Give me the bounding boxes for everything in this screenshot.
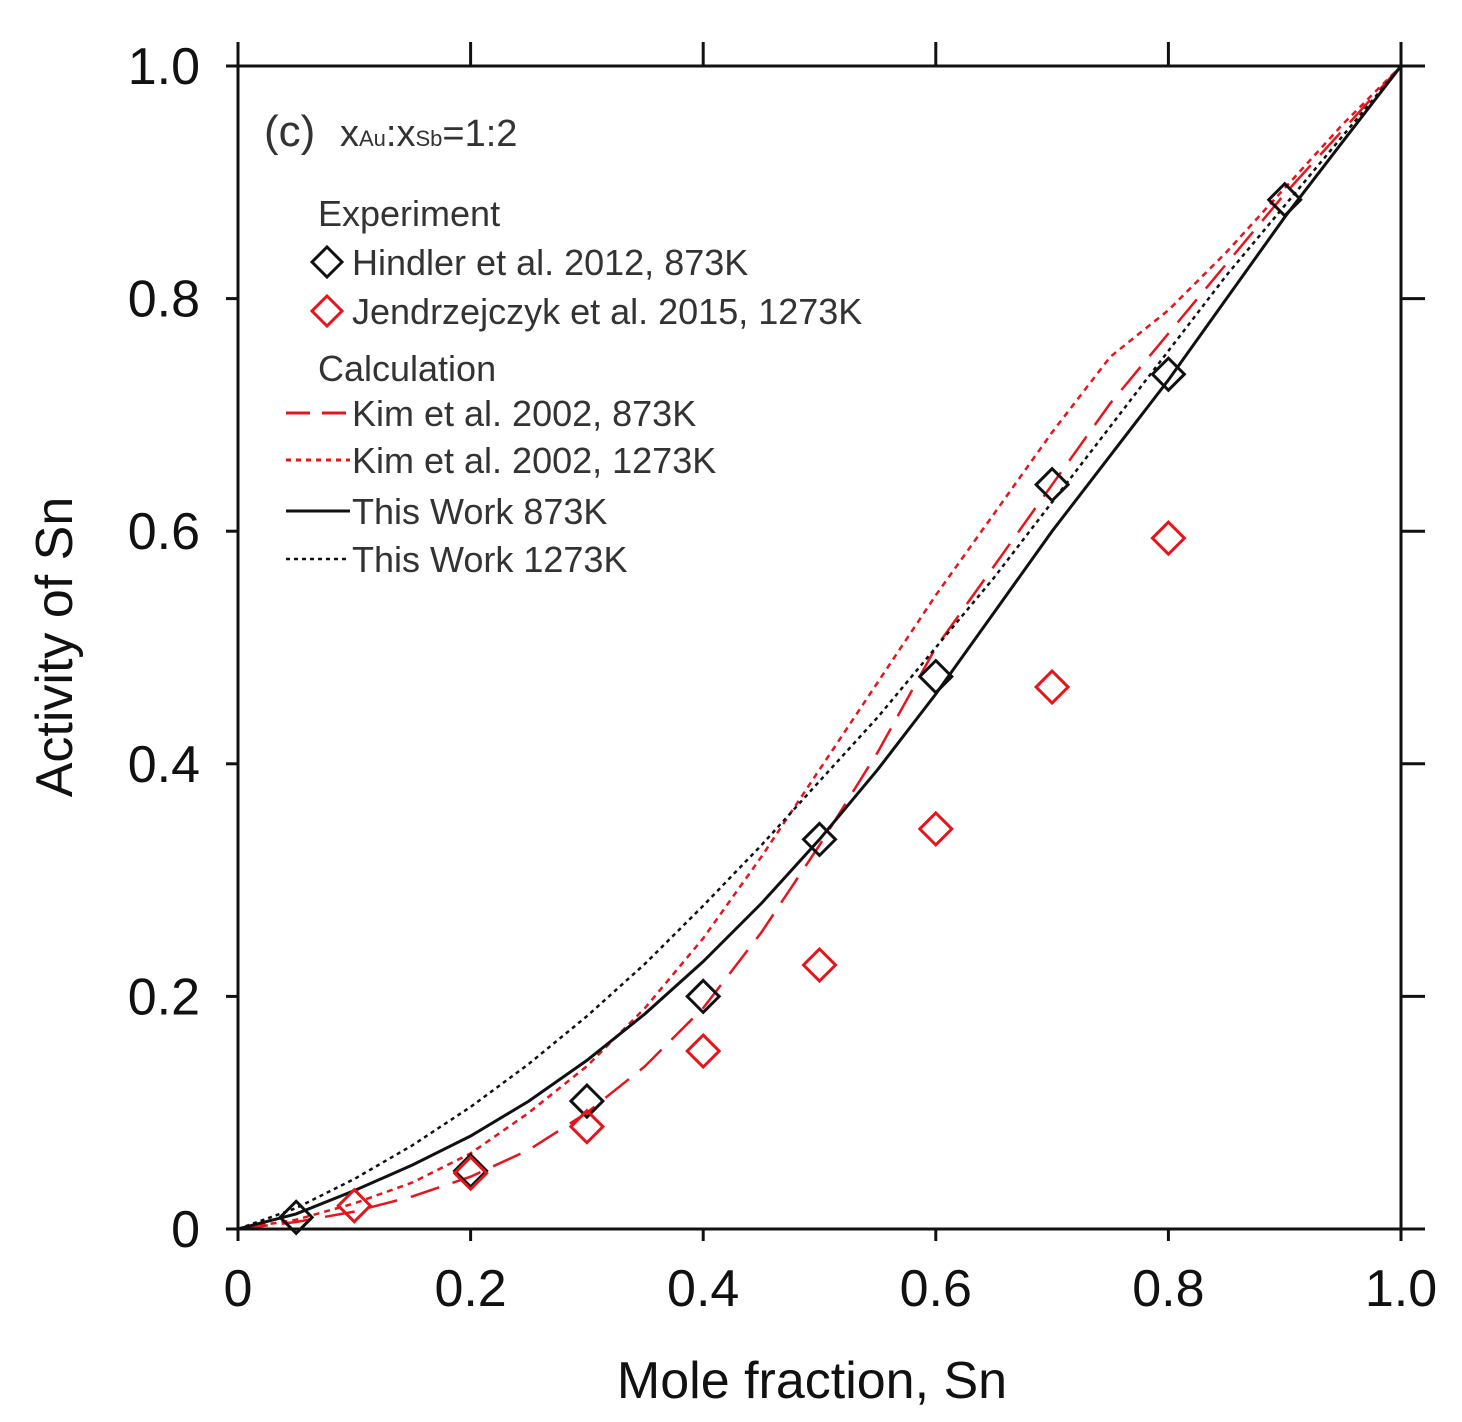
x-tick-label-5: 1.0 bbox=[1365, 1260, 1437, 1318]
legend: Experiment Hindler et al. 2012, 873K Jen… bbox=[286, 193, 862, 580]
composition-sub-sb: Sb bbox=[415, 126, 442, 151]
y-tick-label-0: 0 bbox=[171, 1201, 200, 1259]
point-jendrzejczyk-et-al-2015-1273k-4 bbox=[801, 946, 838, 984]
legend-label-hindler: Hindler et al. 2012, 873K bbox=[352, 242, 748, 283]
point-hindler-et-al-2012-873k-5 bbox=[917, 658, 954, 695]
point-hindler-et-al-2012-873k-4 bbox=[801, 821, 838, 858]
x-tick-label-3: 0.6 bbox=[900, 1260, 972, 1318]
legend-label-kim-873: Kim et al. 2002, 873K bbox=[352, 393, 696, 434]
legend-label-kim-1273: Kim et al. 2002, 1273K bbox=[352, 440, 716, 481]
x-tick-label-1: 0.2 bbox=[434, 1260, 506, 1318]
legend-marker-hindler bbox=[309, 244, 345, 280]
point-hindler-et-al-2012-873k-8 bbox=[1266, 181, 1303, 218]
legend-label-jendrzejczyk: Jendrzejczyk et al. 2015, 1273K bbox=[352, 291, 862, 332]
x-tick-label-0: 0 bbox=[224, 1260, 253, 1318]
point-jendrzejczyk-et-al-2015-1273k-7 bbox=[1150, 520, 1187, 557]
series-line-this-work-873k bbox=[237, 65, 1403, 1231]
x-tick-label-4: 0.8 bbox=[1132, 1260, 1204, 1318]
y-tick-label-1: 0.2 bbox=[128, 968, 200, 1026]
point-jendrzejczyk-et-al-2015-1273k-3 bbox=[685, 1032, 722, 1070]
series-line-kim-et-al-2002-873k bbox=[237, 65, 1402, 1231]
legend-label-this-work-1273: This Work 1273K bbox=[352, 539, 627, 580]
y-tick-label-2: 0.4 bbox=[128, 736, 200, 794]
series-layer bbox=[237, 65, 1403, 1236]
composition-prefix: x bbox=[340, 113, 359, 155]
x-tick-label-2: 0.4 bbox=[667, 1260, 739, 1318]
series-line-kim-et-al-2002-1273k bbox=[237, 65, 1402, 1231]
legend-label-this-work-873: This Work 873K bbox=[352, 491, 607, 532]
point-hindler-et-al-2012-873k-1 bbox=[452, 1152, 489, 1189]
point-hindler-et-al-2012-873k-3 bbox=[685, 978, 722, 1015]
plot-frame bbox=[236, 64, 1403, 1231]
point-jendrzejczyk-et-al-2015-1273k-5 bbox=[917, 810, 954, 848]
point-jendrzejczyk-et-al-2015-1273k-0 bbox=[336, 1187, 373, 1224]
legend-heading-experiment: Experiment bbox=[318, 193, 500, 234]
y-tick-label-3: 0.6 bbox=[128, 503, 200, 561]
ticks-layer: 0 0.2 0.4 0.6 0.8 1.0 0 0.2 0.4 0.6 0.8 1.0 bbox=[128, 38, 1437, 1318]
composition-value: =1:2 bbox=[442, 113, 517, 155]
point-hindler-et-al-2012-873k-0 bbox=[278, 1199, 315, 1236]
composition-separator: :x bbox=[386, 113, 416, 155]
panel-label: (c) bbox=[264, 107, 315, 156]
point-hindler-et-al-2012-873k-7 bbox=[1150, 356, 1187, 393]
legend-marker-jendrzejczyk bbox=[309, 293, 345, 329]
point-jendrzejczyk-et-al-2015-1273k-2 bbox=[568, 1108, 606, 1145]
point-hindler-et-al-2012-873k-6 bbox=[1033, 466, 1071, 503]
x-axis-title: Mole fraction, Sn bbox=[617, 1352, 1007, 1410]
composition-label: xAu:xSb=1:2 bbox=[340, 113, 517, 155]
y-axis-title: Activity of Sn bbox=[26, 497, 84, 798]
series-line-this-work-1273k bbox=[237, 65, 1402, 1231]
y-tick-label-4: 0.8 bbox=[128, 271, 200, 329]
legend-heading-calculation: Calculation bbox=[318, 348, 496, 389]
point-jendrzejczyk-et-al-2015-1273k-1 bbox=[452, 1155, 489, 1192]
composition-sub-au: Au bbox=[359, 126, 386, 151]
point-jendrzejczyk-et-al-2015-1273k-6 bbox=[1033, 668, 1071, 706]
point-hindler-et-al-2012-873k-2 bbox=[568, 1082, 606, 1120]
y-tick-label-5: 1.0 bbox=[128, 38, 200, 96]
